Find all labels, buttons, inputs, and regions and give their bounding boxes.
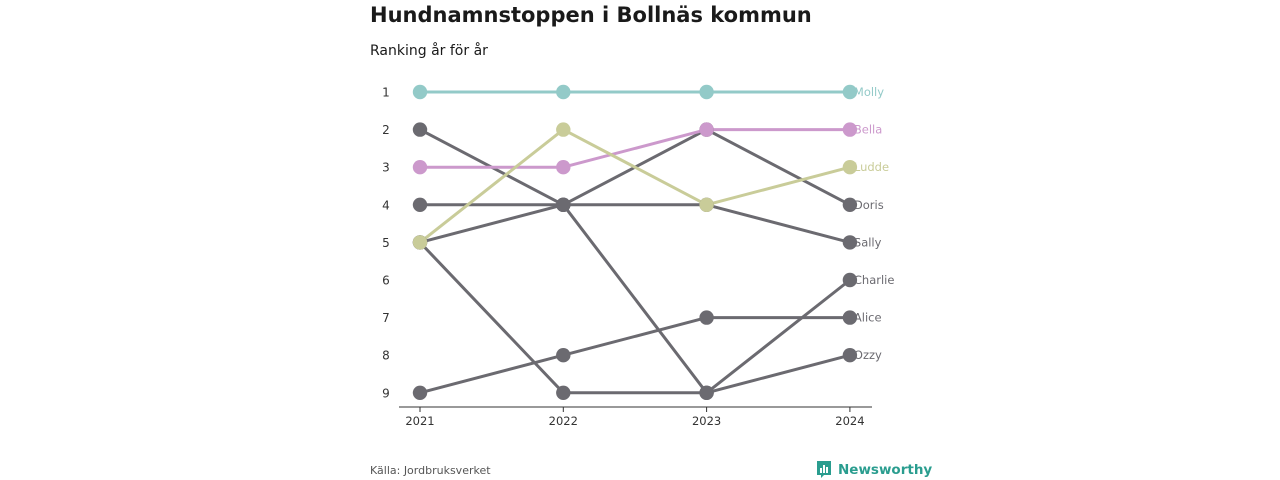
bump-chart: 1 2 3 4 5 6 7 8 9 2021 2022 2023 2024 Molly Bella Lud…: [382, 84, 895, 428]
newsworthy-chart-logo-icon: [817, 461, 831, 478]
point-ozzy-2024: [842, 348, 858, 363]
y-tick-label-5: 5: [382, 236, 390, 250]
series-points: [412, 84, 858, 400]
brand-name: Newsworthy: [838, 461, 933, 478]
y-tick-label-2: 2: [382, 123, 390, 137]
x-tick-label-2024: 2024: [835, 414, 864, 428]
point-ludde-2023: [699, 197, 714, 212]
series-label-bella: Bella: [854, 123, 882, 137]
y-tick-label-4: 4: [382, 198, 390, 212]
point-sally-2024: [842, 235, 858, 250]
x-tick-label-2022: 2022: [549, 414, 578, 428]
point-molly-2021: [412, 84, 428, 100]
x-axis: 2021 2022 2023 2024: [399, 406, 872, 428]
source-note: Källa: Jordbruksverket: [370, 464, 491, 477]
x-tick-label-2021: 2021: [405, 414, 434, 428]
y-tick-label-1: 1: [382, 86, 390, 100]
series-label-charlie: Charlie: [854, 273, 895, 287]
point-molly-2024: [842, 84, 858, 100]
series-label-alice: Alice: [854, 311, 882, 325]
brand-logo[interactable]: Newsworthy: [816, 460, 932, 479]
point-ludde-2022: [556, 122, 571, 137]
point-doris-2021: [412, 122, 428, 137]
series-line-sally: [420, 203, 851, 244]
point-alice-2024: [842, 310, 858, 325]
y-axis: 1 2 3 4 5 6 7 8 9: [382, 86, 390, 401]
series-line-ozzy: [418, 241, 851, 395]
point-alice-2022: [556, 348, 571, 363]
y-tick-label-9: 9: [382, 386, 390, 400]
point-sally-2021: [412, 197, 428, 212]
series-label-ozzy: Ozzy: [854, 348, 882, 362]
series-lines: [418, 90, 851, 395]
point-alice-2021: [412, 385, 428, 400]
point-doris-2024: [842, 197, 858, 212]
point-bella-2023: [699, 122, 714, 137]
series-label-ludde: Ludde: [854, 160, 889, 174]
y-tick-label-8: 8: [382, 349, 390, 363]
x-tick-label-2023: 2023: [692, 414, 721, 428]
y-tick-label-7: 7: [382, 311, 390, 325]
point-molly-2022: [556, 84, 571, 100]
chart-subtitle: Ranking år för år: [370, 43, 488, 59]
point-bella-2024: [842, 122, 858, 137]
point-molly-2023: [699, 84, 714, 100]
series-labels: Molly Bella Ludde Doris Sally Charlie Alice Ozz…: [854, 85, 895, 362]
series-label-sally: Sally: [854, 235, 882, 249]
point-charlie-2022: [556, 197, 571, 212]
series-line-charlie: [419, 203, 851, 395]
point-ozzy-2023: [699, 385, 714, 400]
point-bella-2021: [412, 160, 428, 175]
series-label-doris: Doris: [854, 198, 884, 212]
series-line-alice: [419, 316, 850, 395]
chart-title: Hundnamnstoppen i Bollnäs kommun: [370, 3, 812, 27]
point-ludde-2021: [412, 235, 428, 250]
series-line-bella: [420, 128, 850, 169]
series-label-molly: Molly: [854, 85, 884, 99]
point-ludde-2024: [842, 160, 858, 175]
point-alice-2023: [699, 310, 714, 325]
point-ozzy-2022: [556, 385, 571, 400]
series-line-ludde: [419, 128, 851, 244]
point-charlie-2024: [842, 272, 858, 288]
point-bella-2022: [556, 160, 571, 175]
y-tick-label-3: 3: [382, 161, 390, 175]
y-tick-label-6: 6: [382, 274, 390, 288]
